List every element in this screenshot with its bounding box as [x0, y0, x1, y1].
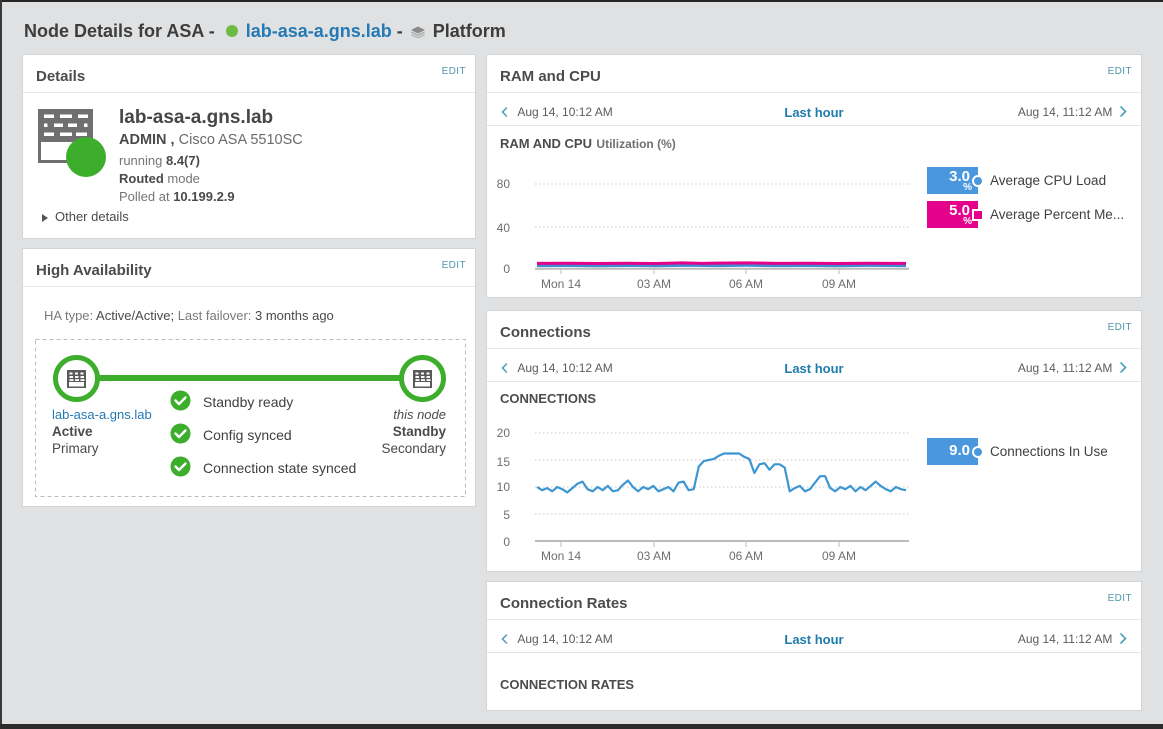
svg-text:5: 5 — [503, 508, 510, 522]
svg-text:06 AM: 06 AM — [729, 549, 763, 563]
svg-text:0: 0 — [503, 262, 510, 276]
svg-text:09 AM: 09 AM — [822, 549, 856, 563]
svg-text:0: 0 — [503, 535, 510, 549]
svg-text:10: 10 — [497, 480, 511, 494]
svg-text:40: 40 — [497, 221, 511, 235]
svg-text:03 AM: 03 AM — [637, 277, 671, 291]
svg-text:06 AM: 06 AM — [729, 277, 763, 291]
svg-text:15: 15 — [497, 455, 511, 469]
svg-text:Mon 14: Mon 14 — [541, 549, 581, 563]
svg-text:80: 80 — [497, 177, 511, 191]
svg-text:20: 20 — [497, 426, 511, 440]
svg-text:Mon 14: Mon 14 — [541, 277, 581, 291]
svg-text:03 AM: 03 AM — [637, 549, 671, 563]
svg-text:09 AM: 09 AM — [822, 277, 856, 291]
